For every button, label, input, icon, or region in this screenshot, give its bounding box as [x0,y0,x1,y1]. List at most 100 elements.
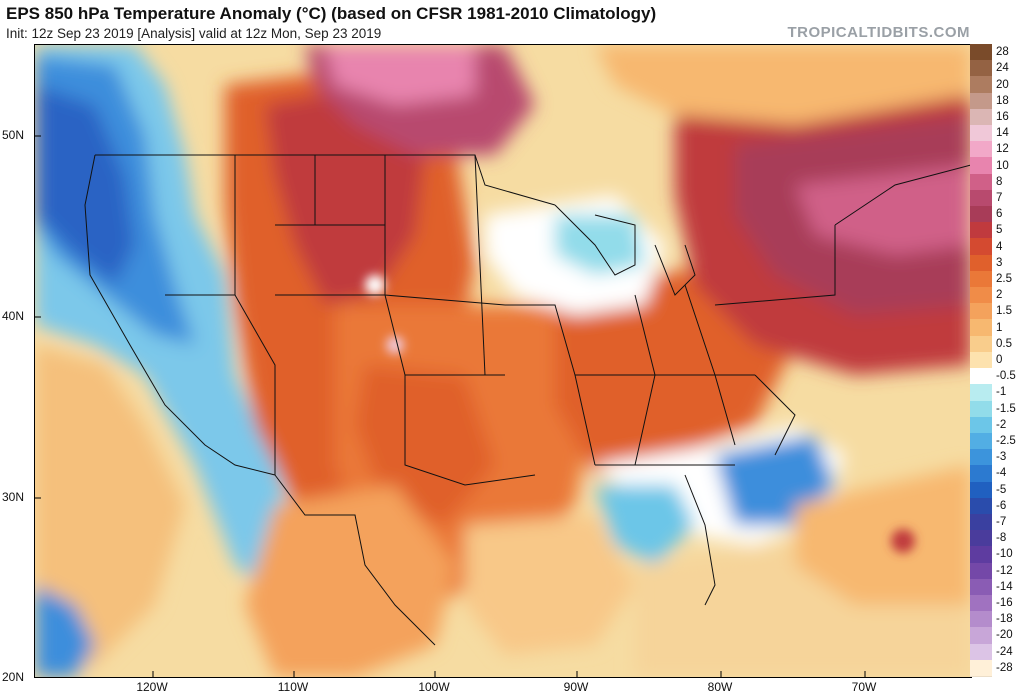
colorbar-level: 24 [970,60,1024,78]
colorbar-swatch [970,351,992,370]
colorbar-level: -24 [970,643,1024,661]
colorbar-label: 8 [996,175,1003,188]
colorbar-swatch [970,222,992,240]
colorbar-swatch [970,254,992,272]
colorbar-label: -18 [996,613,1013,626]
colorbar-swatch [970,562,992,580]
colorbar-swatch [970,44,992,62]
colorbar-label: 1.5 [996,305,1012,318]
colorbar-label: -28 [996,661,1013,674]
colorbar-label: -6 [996,499,1007,512]
colorbar-level: -1 [970,384,1024,402]
lat-label-50n: 50N [2,128,25,142]
state-boundaries [84,154,971,646]
colorbar-label: -20 [996,629,1013,642]
lat-label-30n: 30N [2,490,25,504]
anomaly-map [34,44,972,678]
colorbar-label: -3 [996,451,1007,464]
colorbar-swatch [970,384,992,402]
colorbar-level: 2.5 [970,270,1024,289]
colorbar-swatch [970,76,992,94]
colorbar-label: 1 [996,321,1003,334]
colorbar-level: -2.5 [970,432,1024,451]
colorbar-level: -14 [970,578,1024,596]
colorbar-swatch [970,108,992,127]
colorbar-level: -10 [970,546,1024,564]
colorbar-label: -12 [996,564,1013,577]
colorbar-label: 20 [996,78,1009,91]
colorbar-level: 8 [970,173,1024,191]
colorbar-legend: 28 24 20 18 16 14 12 10 8 7 6 5 4 3 2.5 2 1.5 1 0.5 0 -0.5 -1… [970,44,1024,677]
colorbar-swatch [970,416,992,434]
colorbar-level: -1.5 [970,400,1024,418]
colorbar-level: 7 [970,189,1024,208]
colorbar-swatch [970,319,992,337]
colorbar-label: 28 [996,46,1009,59]
lon-label-110w: 110W [277,680,309,694]
lat-label-40n: 40N [2,309,25,323]
lon-label-90w: 90W [563,680,589,694]
colorbar-level: 16 [970,108,1024,127]
colorbar-label: 10 [996,159,1009,172]
colorbar-label: 2 [996,289,1003,302]
colorbar-label: -7 [996,516,1007,529]
colorbar-swatch [970,627,992,645]
colorbar-swatch [970,173,992,191]
colorbar-label: 5 [996,224,1003,237]
colorbar-label: 16 [996,110,1009,123]
colorbar-level: 0 [970,351,1024,370]
colorbar-swatch [970,368,992,386]
anomaly-field [35,45,971,677]
colorbar-swatch [970,238,992,256]
colorbar-level: -4 [970,465,1024,483]
colorbar-label: 14 [996,127,1009,140]
colorbar-swatch [970,449,992,467]
map-subtitle: Init: 12z Sep 23 2019 [Analysis] valid a… [6,26,382,41]
colorbar-level: 2 [970,287,1024,305]
colorbar-swatch [970,287,992,305]
colorbar-label: -1.5 [996,402,1016,415]
colorbar-level: 0.5 [970,335,1024,353]
colorbar-swatch [970,546,992,564]
axis-ticks [35,135,866,677]
colorbar-level: -12 [970,562,1024,580]
colorbar-level: -3 [970,449,1024,467]
colorbar-swatch [970,400,992,418]
colorbar-swatch [970,189,992,208]
colorbar-label: 24 [996,62,1009,75]
colorbar-level: 14 [970,125,1024,143]
colorbar-swatch [970,513,992,532]
colorbar-label: -0.5 [996,370,1016,383]
colorbar-label: 4 [996,240,1003,253]
colorbar-swatch [970,303,992,321]
colorbar-label: -16 [996,597,1013,610]
colorbar-label: 0.5 [996,337,1012,350]
colorbar-label: 12 [996,143,1009,156]
colorbar-swatch [970,643,992,661]
colorbar-swatch [970,157,992,175]
colorbar-label: 7 [996,191,1003,204]
colorbar-swatch [970,141,992,159]
colorbar-level: 12 [970,141,1024,159]
colorbar-label: 0 [996,353,1003,366]
colorbar-level: 4 [970,238,1024,256]
colorbar-level: 20 [970,76,1024,94]
colorbar-swatch [970,125,992,143]
lon-label-100w: 100W [418,680,450,694]
colorbar-level: 3 [970,254,1024,272]
colorbar-swatch [970,335,992,353]
colorbar-label: -1 [996,386,1007,399]
colorbar-label: -2.5 [996,435,1016,448]
colorbar-swatch [970,530,992,548]
colorbar-swatch [970,432,992,451]
lon-label-120w: 120W [136,680,168,694]
colorbar-level: 18 [970,92,1024,110]
colorbar-swatch [970,578,992,596]
colorbar-level: 10 [970,157,1024,175]
colorbar-swatch [970,659,992,677]
colorbar-label: -2 [996,418,1007,431]
colorbar-swatch [970,465,992,483]
colorbar-swatch [970,481,992,499]
lon-label-80w: 80W [707,680,733,694]
colorbar-label: 2.5 [996,272,1012,285]
